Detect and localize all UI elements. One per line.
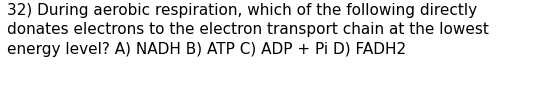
- Text: 32) During aerobic respiration, which of the following directly
donates electron: 32) During aerobic respiration, which of…: [7, 3, 489, 57]
